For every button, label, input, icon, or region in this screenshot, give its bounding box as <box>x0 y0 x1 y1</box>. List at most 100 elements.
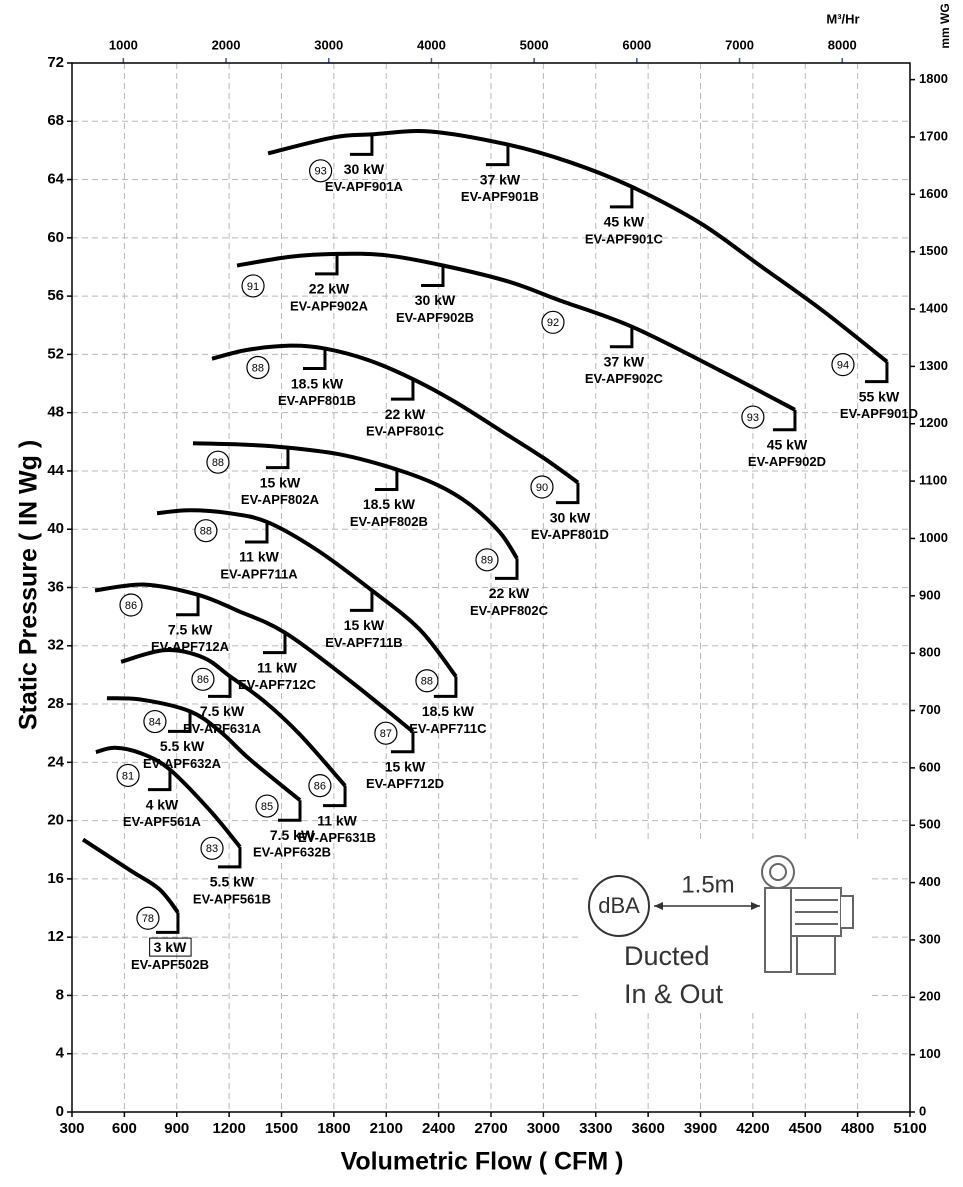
x2-axis-title: M³/Hr <box>826 11 859 26</box>
dba-label: 86 <box>125 600 137 612</box>
x-tick-label: 2400 <box>422 1120 455 1137</box>
power-label: 45 kW <box>767 436 808 452</box>
dba-label: 81 <box>122 770 134 782</box>
dba-label: 86 <box>314 781 326 793</box>
y2-tick-label: 1000 <box>919 530 948 545</box>
y-tick-label: 64 <box>47 171 64 188</box>
power-label: 4 kW <box>146 796 179 812</box>
y2-tick-label: 1600 <box>919 186 948 201</box>
y2-tick-label: 500 <box>919 817 941 832</box>
power-label: 18.5 kW <box>291 375 344 391</box>
power-label: 30 kW <box>550 509 591 525</box>
x-tick-label: 900 <box>164 1120 189 1137</box>
dba-label: 89 <box>481 555 493 567</box>
x-tick-label: 300 <box>59 1120 84 1137</box>
y2-tick-label: 1300 <box>919 358 948 373</box>
y-tick-label: 60 <box>47 229 64 246</box>
model-label: EV-APF902A <box>290 298 369 313</box>
y-tick-label: 4 <box>56 1045 65 1062</box>
y2-axis-title: mm WG <box>938 3 952 48</box>
y2-tick-label: 300 <box>919 931 941 946</box>
power-label: 3 kW <box>154 939 187 955</box>
x2-tick-label: 1000 <box>109 37 138 52</box>
inset-distance: 1.5m <box>681 871 734 898</box>
model-label: EV-APF711A <box>220 566 298 581</box>
inset-dba: dBA <box>598 893 640 918</box>
power-label: 11 kW <box>317 812 357 828</box>
power-label: 7.5 kW <box>168 621 213 637</box>
dba-label: 88 <box>421 676 433 688</box>
model-label: EV-APF901C <box>585 231 664 246</box>
power-label: 37 kW <box>604 353 645 369</box>
y-axis-title: Static Pressure ( IN Wg ) <box>15 440 43 730</box>
x2-tick-label: 7000 <box>725 37 754 52</box>
model-label: EV-APF711C <box>409 721 487 736</box>
y-tick-label: 44 <box>47 462 64 479</box>
power-label: 15 kW <box>385 758 426 774</box>
y-tick-label: 12 <box>47 928 64 945</box>
y2-tick-label: 1800 <box>919 71 948 86</box>
dba-label: 94 <box>837 359 849 371</box>
y-tick-label: 32 <box>47 637 64 654</box>
power-label: 15 kW <box>344 617 385 633</box>
y-tick-label: 16 <box>47 870 64 887</box>
power-label: 15 kW <box>260 474 301 490</box>
dba-label: 86 <box>197 674 209 686</box>
x2-tick-label: 6000 <box>622 37 651 52</box>
y2-tick-label: 800 <box>919 645 941 660</box>
power-label: 11 kW <box>257 659 297 675</box>
y-tick-label: 20 <box>47 812 64 829</box>
power-label: 7.5 kW <box>270 827 315 843</box>
power-label: 55 kW <box>859 388 900 404</box>
y2-tick-label: 100 <box>919 1046 941 1061</box>
dba-label: 87 <box>380 728 392 740</box>
model-label: EV-APF801B <box>278 393 356 408</box>
power-label: 30 kW <box>344 161 385 177</box>
y-tick-label: 56 <box>47 287 64 304</box>
power-label: 22 kW <box>309 281 350 297</box>
power-label: 5.5 kW <box>210 874 255 890</box>
dba-label: 88 <box>200 526 212 538</box>
inset-note: In & Out <box>624 979 724 1009</box>
x-tick-label: 5100 <box>893 1120 926 1137</box>
y2-tick-label: 1400 <box>919 300 948 315</box>
power-label: 22 kW <box>489 585 530 601</box>
y2-tick-label: 600 <box>919 759 941 774</box>
model-label: EV-APF802B <box>350 514 428 529</box>
x-tick-label: 4200 <box>736 1120 769 1137</box>
dba-label: 78 <box>142 913 154 925</box>
dba-label: 93 <box>747 412 759 424</box>
model-label: EV-APF902B <box>396 310 474 325</box>
y-tick-label: 40 <box>47 520 64 537</box>
dba-label: 92 <box>547 317 559 329</box>
x-tick-label: 4500 <box>789 1120 822 1137</box>
y2-tick-label: 1200 <box>919 415 948 430</box>
model-label: EV-APF901B <box>461 189 539 204</box>
dba-label: 91 <box>247 281 259 293</box>
x2-tick-label: 5000 <box>520 37 549 52</box>
y-tick-label: 8 <box>56 986 64 1003</box>
x-tick-label: 3000 <box>527 1120 560 1137</box>
y2-tick-label: 400 <box>919 874 941 889</box>
model-label: EV-APF902D <box>748 454 826 469</box>
power-label: 18.5 kW <box>363 496 416 512</box>
x2-tick-label: 2000 <box>212 37 241 52</box>
x-tick-label: 2100 <box>370 1120 403 1137</box>
model-label: EV-APF801C <box>366 424 445 439</box>
dba-label: 88 <box>212 457 224 469</box>
y2-tick-label: 1500 <box>919 243 948 258</box>
model-label: EV-APF902C <box>585 371 664 386</box>
model-label: EV-APF901A <box>325 179 404 194</box>
x2-tick-label: 3000 <box>314 37 343 52</box>
y2-tick-label: 700 <box>919 702 941 717</box>
y-tick-label: 48 <box>47 404 64 421</box>
y2-tick-label: 900 <box>919 587 941 602</box>
power-label: 22 kW <box>385 406 426 422</box>
model-label: EV-APF561A <box>123 814 202 829</box>
power-label: 7.5 kW <box>200 703 245 719</box>
y2-tick-label: 1700 <box>919 128 948 143</box>
y-tick-label: 52 <box>47 345 64 362</box>
y-tick-label: 28 <box>47 695 64 712</box>
model-label: EV-APF502B <box>131 957 209 972</box>
power-label: 30 kW <box>415 292 456 308</box>
